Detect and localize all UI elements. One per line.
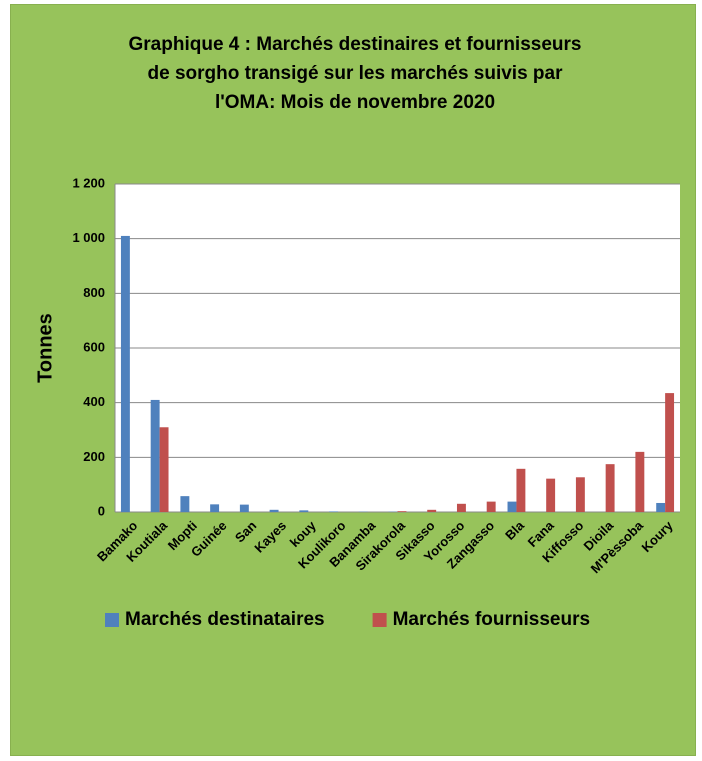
bar: [397, 511, 407, 512]
bar: [159, 427, 169, 512]
bar: [507, 501, 517, 512]
legend-label: Marchés destinataires: [125, 609, 325, 630]
bar: [269, 509, 279, 512]
bar: [427, 509, 437, 512]
legend-swatch: [105, 613, 119, 627]
bar: [239, 504, 249, 512]
bar: [605, 464, 615, 512]
chart-title: Graphique 4 : Marchés destinaires et fou…: [128, 34, 582, 113]
bar: [329, 511, 339, 512]
y-tick-label: 1 200: [72, 175, 105, 190]
y-tick-label: 400: [83, 394, 105, 409]
bar: [486, 501, 496, 512]
y-tick-label: 800: [83, 285, 105, 300]
y-axis-label: Tonnes: [34, 313, 56, 383]
bar: [656, 502, 666, 512]
bar: [180, 496, 190, 512]
bar: [299, 510, 309, 512]
y-tick-label: 1 000: [72, 230, 105, 245]
bar: [210, 504, 220, 512]
bar: [665, 393, 675, 512]
bar: [575, 477, 585, 512]
bar: [546, 478, 556, 512]
bar: [635, 451, 645, 512]
legend-swatch: [372, 613, 387, 627]
y-tick-label: 600: [83, 339, 105, 354]
y-tick-label: 0: [98, 503, 105, 518]
x-tick-label: Koury: [639, 517, 677, 555]
y-tick-label: 200: [83, 449, 105, 464]
x-tick-label: Kayes: [251, 518, 289, 556]
bar: [150, 399, 160, 512]
bar: [120, 235, 130, 512]
bar: [516, 468, 526, 512]
bar: [456, 503, 466, 512]
legend-label: Marchés fournisseurs: [393, 609, 590, 630]
